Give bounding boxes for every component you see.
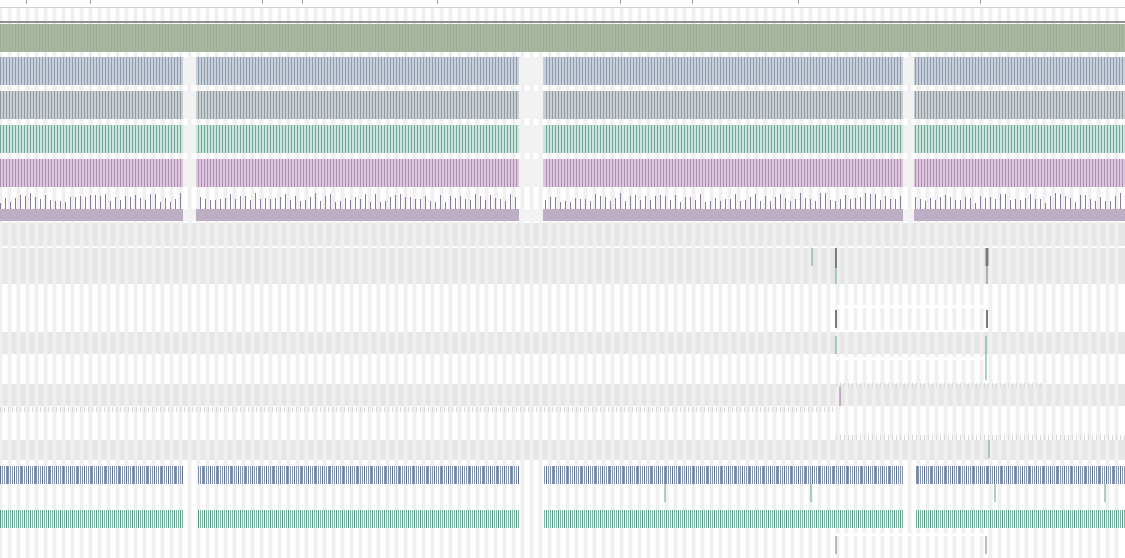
lower-lanes bbox=[0, 223, 1125, 460]
selection-range bbox=[836, 305, 986, 536]
mauve-track-bg bbox=[0, 209, 1125, 221]
slate-track bbox=[0, 91, 1125, 119]
dotted-rows bbox=[0, 383, 1125, 440]
teal-dense-track bbox=[0, 510, 1125, 528]
pink-track bbox=[0, 159, 1125, 187]
blue-dense-track bbox=[0, 466, 1125, 502]
time-ruler bbox=[0, 0, 1125, 8]
ruler-separator bbox=[0, 21, 1125, 23]
green-track-bg bbox=[0, 24, 1125, 52]
mint-track bbox=[0, 125, 1125, 153]
event-markers bbox=[811, 248, 990, 554]
blue-track bbox=[0, 57, 1125, 85]
mauve-track bbox=[0, 193, 1125, 221]
green-track bbox=[0, 24, 1125, 52]
